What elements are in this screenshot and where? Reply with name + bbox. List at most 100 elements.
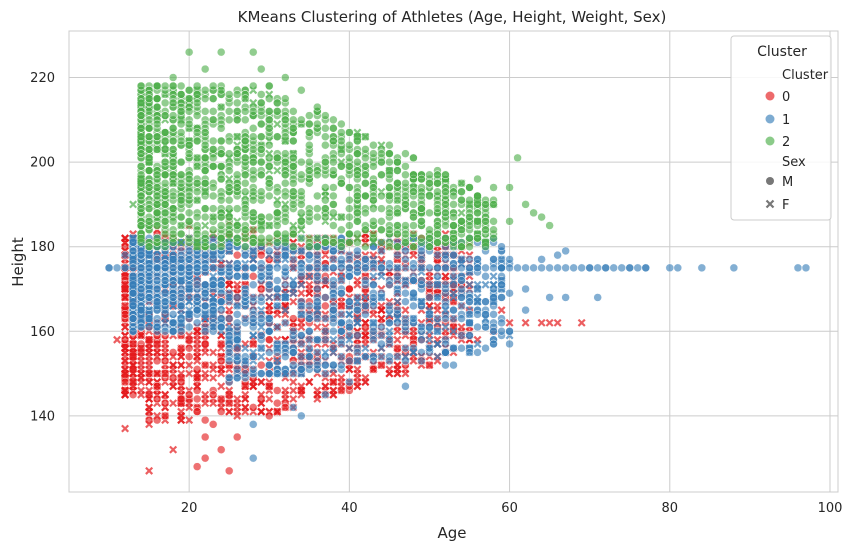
cluster-2-point (345, 238, 354, 247)
cluster-2-point (192, 212, 202, 222)
cluster-2-point (321, 183, 330, 192)
cluster-2-point (329, 157, 338, 167)
cluster-1-point (401, 318, 410, 328)
cluster-1-point (401, 288, 410, 298)
cluster-2-point (345, 204, 354, 213)
cluster-0-point (521, 318, 530, 327)
cluster-1-point (297, 272, 306, 281)
cluster-2-point (465, 221, 474, 230)
cluster-2-point (337, 242, 346, 251)
cluster-2-point (184, 233, 194, 243)
cluster-1-point (385, 301, 394, 311)
cluster-0-point (120, 377, 130, 387)
cluster-2-point (369, 140, 378, 150)
cluster-1-point (457, 276, 466, 285)
cluster-2-point (321, 124, 330, 133)
cluster-2-point (289, 136, 298, 146)
cluster-1-point (289, 348, 298, 357)
cluster-0-point (193, 382, 202, 391)
cluster-2-point (393, 242, 402, 251)
cluster-2-point (184, 107, 194, 116)
legend-marker-sex-m (766, 177, 774, 185)
cluster-1-point (457, 314, 466, 323)
cluster-1-point (361, 276, 370, 285)
cluster-0-point (161, 390, 170, 399)
cluster-1-point (497, 318, 506, 328)
cluster-1-point (329, 263, 338, 273)
cluster-2-point (361, 179, 370, 188)
cluster-2-point (168, 136, 178, 146)
cluster-2-point (257, 187, 266, 196)
cluster-0-point (121, 285, 130, 293)
cluster-1-point (593, 293, 602, 302)
cluster-1-point (289, 255, 298, 264)
cluster-2-point (257, 212, 266, 222)
cluster-1-point (353, 263, 362, 273)
cluster-1-point (433, 250, 442, 260)
cluster-0-point (281, 394, 290, 403)
cluster-1-point (192, 263, 202, 273)
cluster-2-point (273, 187, 282, 196)
cluster-1-point (457, 263, 466, 273)
cluster-1-point (409, 314, 418, 323)
cluster-2-point (345, 162, 354, 171)
cluster-1-point (465, 280, 474, 289)
cluster-0-point (233, 280, 242, 289)
cluster-1-point (248, 293, 258, 302)
cluster-2-point (152, 191, 162, 201)
cluster-2-point (489, 200, 498, 209)
cluster-1-point (120, 263, 130, 273)
cluster-1-point (313, 263, 322, 273)
cluster-1-point (160, 297, 170, 306)
cluster-1-point (232, 263, 242, 273)
cluster-1-point (417, 246, 426, 256)
cluster-1-point (377, 322, 386, 332)
cluster-2-point (232, 98, 242, 108)
cluster-2-point (144, 94, 154, 103)
cluster-1-point (313, 335, 322, 344)
cluster-1-point (240, 314, 250, 323)
cluster-1-point (313, 348, 322, 357)
cluster-2-point (160, 179, 170, 188)
cluster-1-point (377, 263, 386, 273)
cluster-1-point (200, 327, 210, 336)
cluster-2-point (345, 140, 354, 150)
cluster-1-point (224, 314, 234, 323)
cluster-2-point (265, 162, 274, 171)
cluster-1-point (441, 348, 450, 357)
cluster-2-point (152, 145, 162, 154)
cluster-2-point (273, 98, 282, 108)
cluster-2-point (409, 153, 418, 163)
cluster-2-point (208, 115, 218, 125)
cluster-2-point (313, 233, 322, 243)
cluster-0-point (169, 352, 178, 361)
cluster-0-point (193, 335, 202, 344)
cluster-2-point (289, 107, 298, 116)
cluster-1-point (401, 263, 410, 273)
cluster-2-point (401, 238, 410, 247)
cluster-0-point (257, 390, 266, 399)
cluster-1-point (441, 339, 450, 349)
cluster-2-point (289, 124, 298, 133)
cluster-1-point (457, 331, 466, 340)
cluster-1-point (641, 263, 650, 273)
cluster-2-point (489, 183, 498, 192)
cluster-2-point (345, 153, 354, 163)
cluster-1-point (265, 369, 274, 378)
cluster-1-point (577, 263, 586, 273)
cluster-2-point (409, 200, 418, 209)
cluster-2-point (208, 145, 218, 154)
cluster-1-point (313, 250, 322, 260)
cluster-1-point (521, 263, 530, 273)
cluster-1-point (449, 272, 458, 281)
cluster-2-point (136, 81, 146, 91)
cluster-0-point (377, 306, 386, 315)
cluster-0-point (192, 407, 202, 416)
cluster-0-point (297, 318, 306, 327)
cluster-0-point (265, 382, 274, 391)
cluster-2-point (313, 242, 322, 251)
cluster-1-point (273, 301, 282, 311)
cluster-1-point (369, 301, 378, 311)
y-tick-label: 220 (30, 71, 55, 86)
